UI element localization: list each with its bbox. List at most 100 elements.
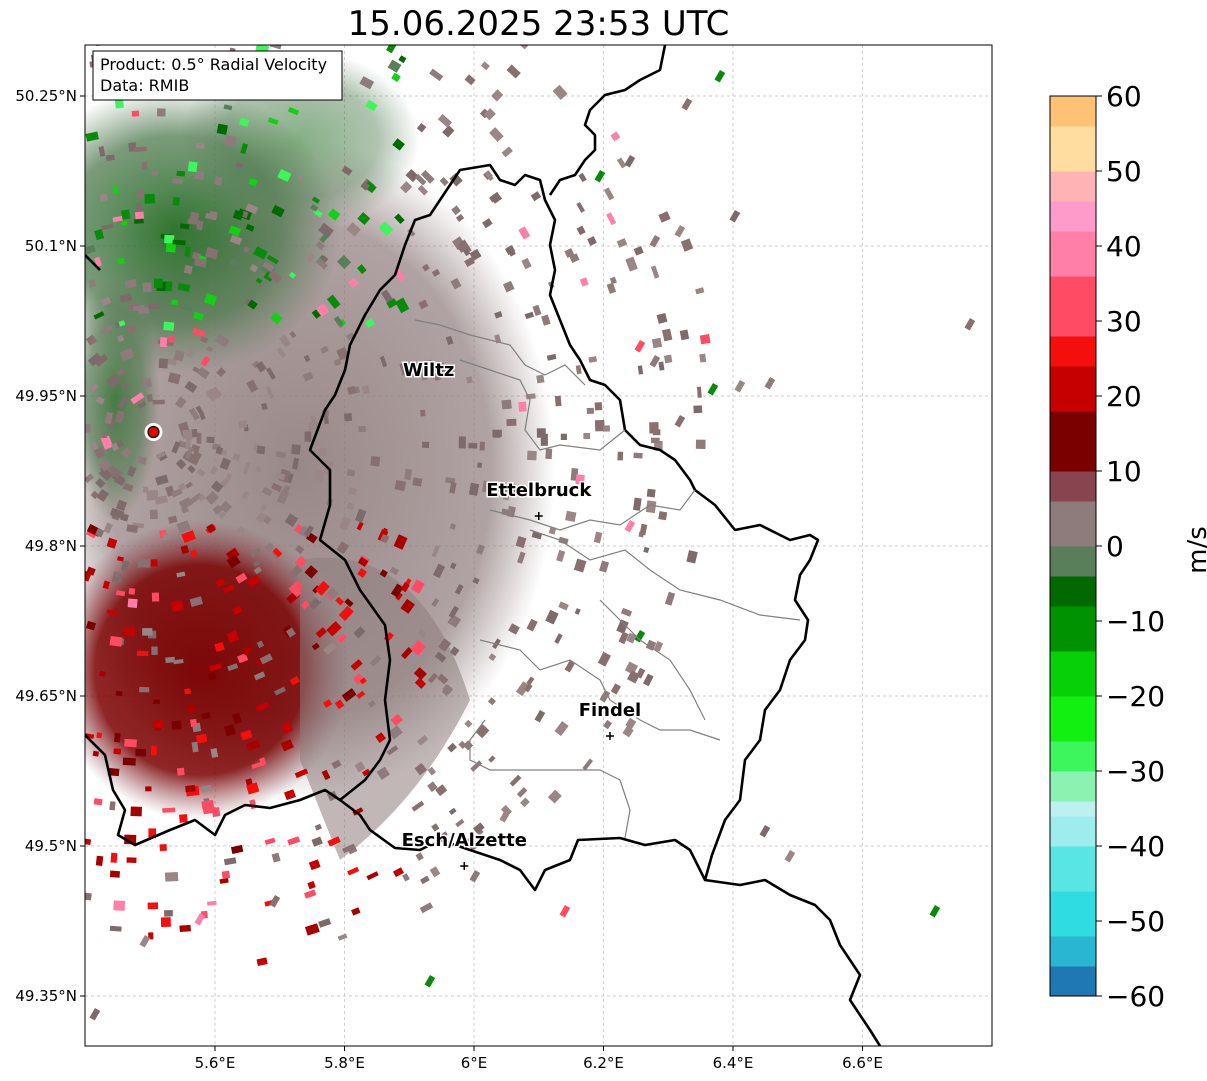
velocity-gate <box>106 537 118 549</box>
velocity-gate <box>346 222 361 237</box>
velocity-gate <box>256 957 268 967</box>
velocity-gate <box>516 787 528 798</box>
velocity-gate <box>109 870 121 878</box>
velocity-gate <box>303 525 314 537</box>
velocity-gate <box>277 168 292 182</box>
velocity-gate <box>593 531 603 544</box>
velocity-gate <box>320 255 329 263</box>
velocity-gate <box>95 477 106 489</box>
velocity-gate <box>151 592 160 602</box>
velocity-gate <box>380 533 390 544</box>
velocity-gate <box>289 330 297 339</box>
velocity-gate <box>159 337 168 348</box>
velocity-gate <box>165 242 176 253</box>
velocity-gate <box>394 479 407 492</box>
velocity-gate <box>437 673 449 685</box>
velocity-gate <box>734 379 746 393</box>
velocity-gate <box>395 592 403 601</box>
velocity-gate <box>468 482 480 496</box>
velocity-gate <box>351 907 361 916</box>
velocity-gate <box>199 412 206 421</box>
velocity-gate <box>210 480 224 493</box>
velocity-gate <box>321 769 331 781</box>
velocity-gate <box>230 844 244 854</box>
velocity-gate <box>380 289 393 303</box>
velocity-gate <box>429 866 441 878</box>
velocity-gate <box>131 110 140 117</box>
colorbar-tick-label: 10 <box>1106 455 1142 488</box>
velocity-gate <box>558 536 569 545</box>
velocity-gate <box>102 580 110 590</box>
velocity-gate <box>637 365 644 375</box>
velocity-gate <box>368 700 376 708</box>
velocity-gate <box>184 380 198 394</box>
velocity-gate <box>165 656 176 664</box>
velocity-gate <box>269 895 281 908</box>
velocity-gate <box>128 587 136 595</box>
velocity-gate <box>489 127 504 142</box>
velocity-gate <box>109 801 116 811</box>
colorbar-ticks: 60 50 40 30 20 10 0 −10 −20 −30 −40 −50 −60 <box>1096 80 1165 1013</box>
velocity-gate <box>135 202 143 213</box>
velocity-gate <box>412 477 423 487</box>
velocity-gate <box>219 479 228 488</box>
velocity-gate <box>126 302 140 310</box>
velocity-gate <box>413 667 427 681</box>
velocity-gate <box>517 551 526 564</box>
velocity-gate <box>187 161 198 173</box>
velocity-gate <box>576 225 586 236</box>
chart-title: 15.06.2025 23:53 UTC <box>347 4 730 44</box>
velocity-gate <box>267 117 279 125</box>
velocity-gate <box>93 798 103 806</box>
velocity-gate <box>117 556 125 562</box>
velocity-gate <box>141 377 153 388</box>
velocity-gate <box>232 605 243 615</box>
velocity-gate <box>699 333 711 345</box>
velocity-gate <box>179 303 193 311</box>
velocity-gate <box>196 432 202 444</box>
velocity-gate <box>560 433 567 440</box>
velocity-gate <box>418 299 429 310</box>
velocity-gate <box>149 509 158 520</box>
colorbar-segment <box>1050 966 1096 997</box>
velocity-gate <box>271 204 285 218</box>
velocity-gate <box>395 297 410 314</box>
velocity-gate <box>206 436 215 444</box>
velocity-gate <box>315 303 330 317</box>
velocity-gate <box>429 68 444 82</box>
velocity-gate <box>241 491 250 500</box>
colorbar-tick-label: −60 <box>1106 980 1165 1013</box>
velocity-gate <box>94 353 109 367</box>
velocity-gate <box>188 407 200 421</box>
velocity-gate <box>243 246 250 254</box>
velocity-gate <box>323 642 337 655</box>
velocity-gate <box>206 900 217 906</box>
velocity-gate <box>527 450 537 461</box>
velocity-gate <box>320 345 329 354</box>
velocity-gate <box>240 143 248 155</box>
velocity-gate <box>342 843 356 854</box>
velocity-gate <box>658 361 665 371</box>
velocity-gate <box>136 455 147 465</box>
velocity-gate <box>95 528 105 538</box>
velocity-gate <box>466 376 473 384</box>
velocity-gate <box>109 925 122 932</box>
velocity-gate <box>121 382 129 390</box>
velocity-gate <box>201 712 211 720</box>
velocity-gate <box>313 469 325 482</box>
velocity-gate <box>334 699 345 710</box>
velocity-gate <box>310 204 319 212</box>
city-label: Findel <box>579 700 642 721</box>
velocity-gate <box>545 609 559 625</box>
velocity-gate <box>603 719 613 730</box>
velocity-gate <box>151 646 158 656</box>
velocity-gate <box>155 451 166 459</box>
velocity-gate <box>620 607 633 617</box>
velocity-gate <box>110 852 118 863</box>
velocity-gate <box>447 742 457 753</box>
velocity-gate <box>307 880 316 890</box>
velocity-gate <box>100 435 114 450</box>
colorbar-tick-label: 30 <box>1106 305 1142 338</box>
velocity-gate <box>248 177 258 187</box>
velocity-gate <box>177 283 191 292</box>
